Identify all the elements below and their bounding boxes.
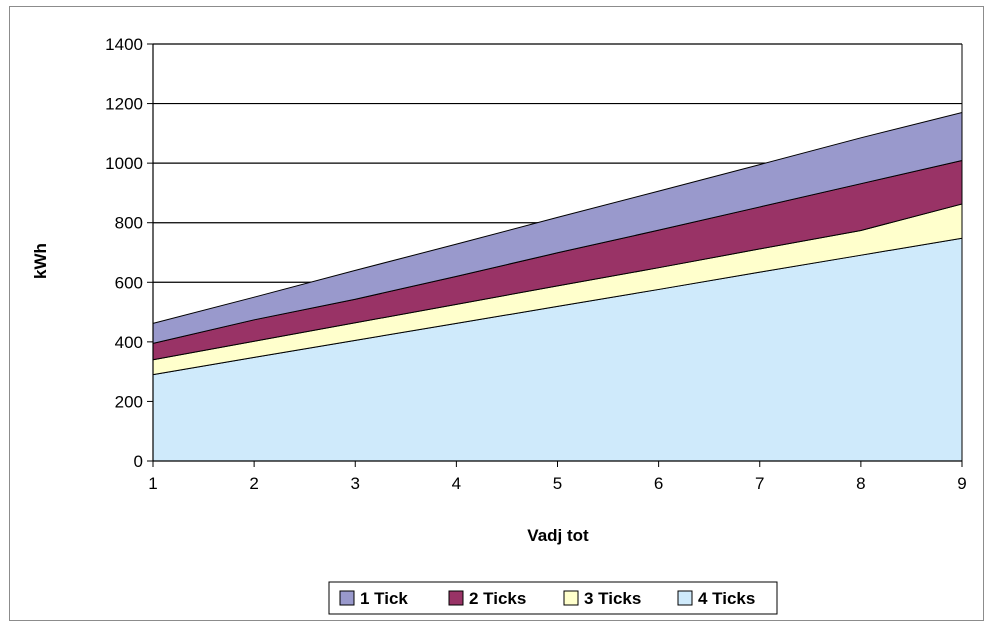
x-tick-labels: 1 2 3 4 5 6 7 8 9 (148, 461, 967, 493)
y-tick-label: 1200 (105, 95, 143, 114)
y-tick-label: 0 (134, 452, 143, 471)
y-tick-label: 600 (115, 273, 143, 292)
y-tick-label: 200 (115, 392, 143, 411)
y-tick-label: 400 (115, 333, 143, 352)
legend-swatch-2-ticks (448, 590, 464, 606)
x-tick-label: 8 (856, 474, 865, 493)
x-tick-label: 9 (957, 474, 966, 493)
legend-swatch-3-ticks (563, 590, 579, 606)
x-axis-title: Vadj tot (527, 526, 589, 545)
x-tick-label: 5 (553, 474, 562, 493)
x-tick-label: 2 (249, 474, 258, 493)
stacked-area-chart: 0 200 400 600 800 1000 1200 1400 1 2 3 4 5 6 7 8 9 Vadj… (31, 35, 967, 615)
x-tick-label: 7 (755, 474, 764, 493)
legend-swatch-4-ticks (677, 590, 693, 606)
y-tick-label: 800 (115, 214, 143, 233)
legend-label-1-tick: 1 Tick (360, 589, 408, 608)
legend-label-2-ticks: 2 Ticks (469, 589, 526, 608)
x-tick-label: 6 (654, 474, 663, 493)
legend: 1 Tick 2 Ticks 3 Ticks 4 Ticks (328, 581, 778, 615)
legend-label-3-ticks: 3 Ticks (584, 589, 641, 608)
y-tick-label: 1000 (105, 154, 143, 173)
y-tick-label: 1400 (105, 35, 143, 54)
legend-label-4-ticks: 4 Ticks (698, 589, 755, 608)
area-series (152, 111, 963, 462)
y-tick-labels: 0 200 400 600 800 1000 1200 1400 (105, 35, 153, 471)
x-tick-label: 4 (452, 474, 461, 493)
y-axis-title: kWh (31, 243, 50, 279)
x-tick-label: 3 (351, 474, 360, 493)
legend-box (328, 581, 778, 615)
legend-swatch-1-tick (339, 590, 355, 606)
x-tick-label: 1 (148, 474, 157, 493)
chart-frame: 0 200 400 600 800 1000 1200 1400 1 2 3 4 5 6 7 8 9 Vadj… (9, 6, 984, 621)
